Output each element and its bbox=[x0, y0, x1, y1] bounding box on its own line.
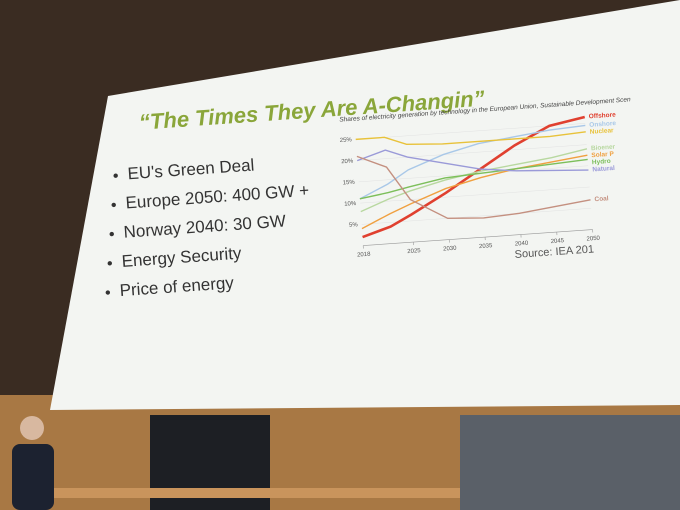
legend-label: Bioener bbox=[591, 144, 616, 153]
legend-label: Coal bbox=[594, 195, 609, 203]
series-line bbox=[356, 155, 591, 220]
series-line bbox=[355, 131, 586, 146]
series-line bbox=[359, 124, 586, 200]
table bbox=[40, 488, 460, 498]
x-axis bbox=[363, 229, 593, 246]
x-tick-label: 2040 bbox=[515, 241, 529, 248]
source: Source: IEA 201 bbox=[514, 243, 594, 261]
bullet-dot bbox=[109, 231, 114, 237]
grid-line bbox=[360, 186, 590, 204]
legend-label: Natural bbox=[592, 165, 615, 174]
legend-label: Nuclear bbox=[590, 127, 615, 136]
speaker-head bbox=[20, 416, 44, 440]
series-line bbox=[356, 149, 589, 172]
x-tick-label: 2050 bbox=[586, 236, 600, 243]
legend-label: Offshore bbox=[588, 111, 616, 120]
y-tick-label: 20% bbox=[341, 158, 354, 165]
legend-label: Solar P bbox=[591, 151, 614, 160]
grid-line bbox=[357, 144, 587, 161]
bullet-dot bbox=[105, 290, 111, 295]
window bbox=[460, 415, 680, 510]
bullet-dot bbox=[113, 173, 118, 178]
legend-label: Hydro bbox=[592, 158, 611, 166]
x-tick-label: 2045 bbox=[551, 238, 565, 245]
series-line bbox=[359, 158, 588, 200]
y-tick-label: 15% bbox=[343, 180, 356, 187]
y-tick-label: 5% bbox=[349, 222, 359, 229]
legend-label: Onshore bbox=[589, 120, 617, 129]
x-tick-label: 2030 bbox=[443, 246, 457, 253]
y-tick-label: 10% bbox=[344, 201, 357, 208]
y-tick-label: 25% bbox=[340, 137, 353, 144]
bullet-dot bbox=[111, 202, 116, 208]
series-line bbox=[362, 115, 586, 239]
speaker-body bbox=[12, 444, 54, 510]
slide bbox=[50, 0, 680, 410]
x-tick-label: 2018 bbox=[357, 252, 371, 259]
x-tick-label: 2025 bbox=[407, 248, 421, 255]
x-tick-label: 2035 bbox=[479, 243, 493, 250]
series-line bbox=[361, 154, 588, 230]
bullet-dot bbox=[107, 261, 112, 266]
